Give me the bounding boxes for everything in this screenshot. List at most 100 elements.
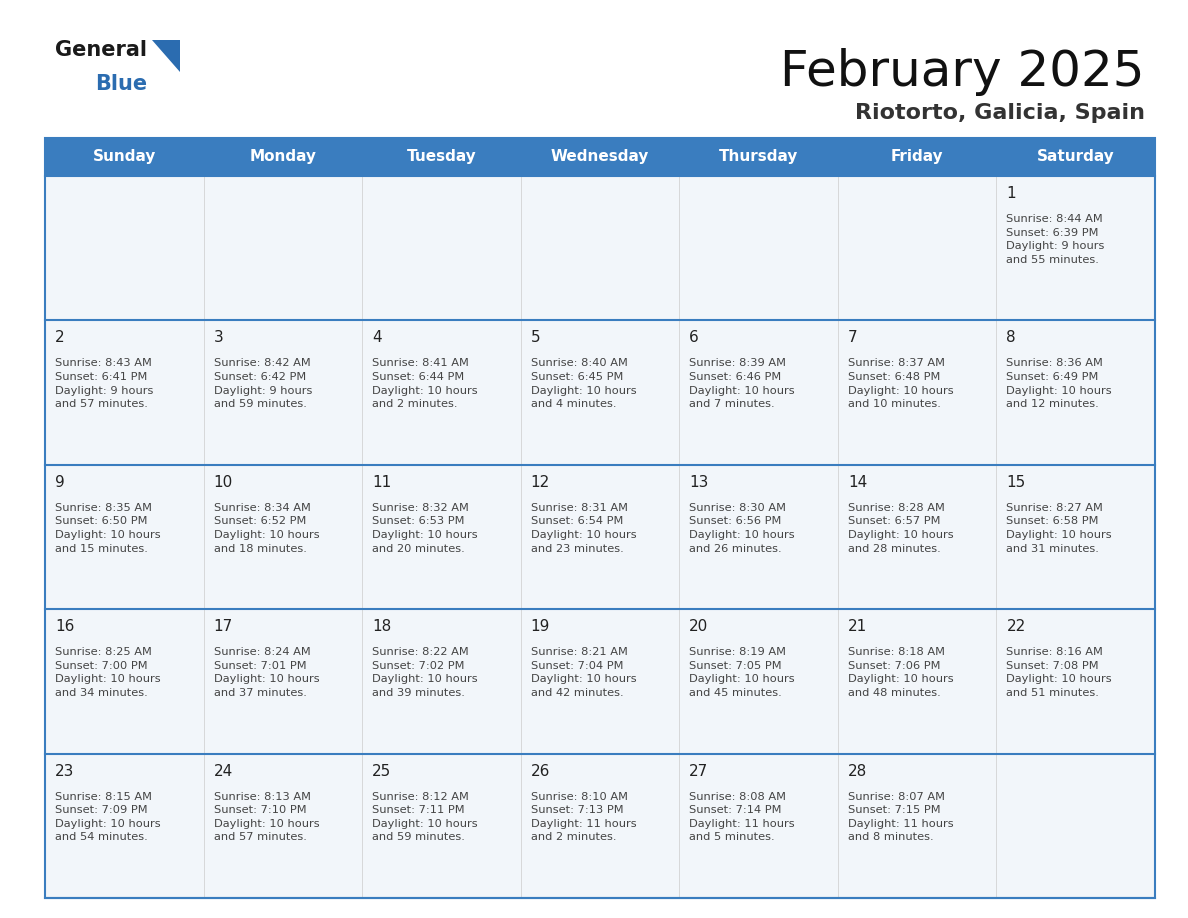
Bar bbox=[520, 465, 680, 610]
Bar bbox=[997, 176, 1155, 320]
Bar bbox=[997, 465, 1155, 610]
Text: Sunrise: 8:42 AM
Sunset: 6:42 PM
Daylight: 9 hours
and 59 minutes.: Sunrise: 8:42 AM Sunset: 6:42 PM Dayligh… bbox=[214, 358, 312, 409]
Bar bbox=[45, 176, 203, 320]
Bar bbox=[520, 320, 680, 465]
Bar bbox=[520, 610, 680, 754]
Bar bbox=[45, 610, 203, 754]
Text: Sunrise: 8:24 AM
Sunset: 7:01 PM
Daylight: 10 hours
and 37 minutes.: Sunrise: 8:24 AM Sunset: 7:01 PM Dayligh… bbox=[214, 647, 320, 698]
Text: Sunrise: 8:35 AM
Sunset: 6:50 PM
Daylight: 10 hours
and 15 minutes.: Sunrise: 8:35 AM Sunset: 6:50 PM Dayligh… bbox=[55, 503, 160, 554]
Text: 8: 8 bbox=[1006, 330, 1016, 345]
Polygon shape bbox=[152, 40, 181, 72]
Bar bbox=[838, 465, 997, 610]
Bar bbox=[520, 176, 680, 320]
Bar bbox=[45, 754, 203, 898]
Text: Sunrise: 8:07 AM
Sunset: 7:15 PM
Daylight: 11 hours
and 8 minutes.: Sunrise: 8:07 AM Sunset: 7:15 PM Dayligh… bbox=[848, 791, 954, 843]
Text: 10: 10 bbox=[214, 475, 233, 490]
Text: 5: 5 bbox=[531, 330, 541, 345]
Text: February 2025: February 2025 bbox=[781, 48, 1145, 96]
Text: Saturday: Saturday bbox=[1037, 150, 1114, 164]
Bar bbox=[838, 610, 997, 754]
Text: Sunrise: 8:41 AM
Sunset: 6:44 PM
Daylight: 10 hours
and 2 minutes.: Sunrise: 8:41 AM Sunset: 6:44 PM Dayligh… bbox=[372, 358, 478, 409]
Text: 21: 21 bbox=[848, 620, 867, 634]
Text: Sunrise: 8:08 AM
Sunset: 7:14 PM
Daylight: 11 hours
and 5 minutes.: Sunrise: 8:08 AM Sunset: 7:14 PM Dayligh… bbox=[689, 791, 795, 843]
Bar bbox=[362, 465, 520, 610]
Text: Thursday: Thursday bbox=[719, 150, 798, 164]
Text: Blue: Blue bbox=[95, 74, 147, 94]
Bar bbox=[838, 754, 997, 898]
Bar bbox=[997, 320, 1155, 465]
Text: 9: 9 bbox=[55, 475, 65, 490]
Text: 22: 22 bbox=[1006, 620, 1025, 634]
Bar bbox=[838, 176, 997, 320]
Bar bbox=[362, 754, 520, 898]
Text: Sunrise: 8:39 AM
Sunset: 6:46 PM
Daylight: 10 hours
and 7 minutes.: Sunrise: 8:39 AM Sunset: 6:46 PM Dayligh… bbox=[689, 358, 795, 409]
Text: Tuesday: Tuesday bbox=[406, 150, 476, 164]
Text: Sunrise: 8:27 AM
Sunset: 6:58 PM
Daylight: 10 hours
and 31 minutes.: Sunrise: 8:27 AM Sunset: 6:58 PM Dayligh… bbox=[1006, 503, 1112, 554]
Text: Sunrise: 8:28 AM
Sunset: 6:57 PM
Daylight: 10 hours
and 28 minutes.: Sunrise: 8:28 AM Sunset: 6:57 PM Dayligh… bbox=[848, 503, 954, 554]
Text: 13: 13 bbox=[689, 475, 709, 490]
Text: 3: 3 bbox=[214, 330, 223, 345]
Text: 12: 12 bbox=[531, 475, 550, 490]
Bar bbox=[362, 320, 520, 465]
Text: 19: 19 bbox=[531, 620, 550, 634]
Text: Sunrise: 8:22 AM
Sunset: 7:02 PM
Daylight: 10 hours
and 39 minutes.: Sunrise: 8:22 AM Sunset: 7:02 PM Dayligh… bbox=[372, 647, 478, 698]
Text: 25: 25 bbox=[372, 764, 391, 778]
Text: Wednesday: Wednesday bbox=[551, 150, 649, 164]
Text: Sunrise: 8:34 AM
Sunset: 6:52 PM
Daylight: 10 hours
and 18 minutes.: Sunrise: 8:34 AM Sunset: 6:52 PM Dayligh… bbox=[214, 503, 320, 554]
Text: Sunrise: 8:13 AM
Sunset: 7:10 PM
Daylight: 10 hours
and 57 minutes.: Sunrise: 8:13 AM Sunset: 7:10 PM Dayligh… bbox=[214, 791, 320, 843]
Text: General: General bbox=[55, 40, 147, 60]
Text: Sunrise: 8:40 AM
Sunset: 6:45 PM
Daylight: 10 hours
and 4 minutes.: Sunrise: 8:40 AM Sunset: 6:45 PM Dayligh… bbox=[531, 358, 637, 409]
Text: 18: 18 bbox=[372, 620, 391, 634]
Bar bbox=[203, 176, 362, 320]
Text: Sunrise: 8:25 AM
Sunset: 7:00 PM
Daylight: 10 hours
and 34 minutes.: Sunrise: 8:25 AM Sunset: 7:00 PM Dayligh… bbox=[55, 647, 160, 698]
Text: Sunrise: 8:18 AM
Sunset: 7:06 PM
Daylight: 10 hours
and 48 minutes.: Sunrise: 8:18 AM Sunset: 7:06 PM Dayligh… bbox=[848, 647, 954, 698]
Text: Sunday: Sunday bbox=[93, 150, 156, 164]
Text: Sunrise: 8:36 AM
Sunset: 6:49 PM
Daylight: 10 hours
and 12 minutes.: Sunrise: 8:36 AM Sunset: 6:49 PM Dayligh… bbox=[1006, 358, 1112, 409]
Text: Riotorto, Galicia, Spain: Riotorto, Galicia, Spain bbox=[855, 103, 1145, 123]
Text: 15: 15 bbox=[1006, 475, 1025, 490]
Text: Sunrise: 8:16 AM
Sunset: 7:08 PM
Daylight: 10 hours
and 51 minutes.: Sunrise: 8:16 AM Sunset: 7:08 PM Dayligh… bbox=[1006, 647, 1112, 698]
Bar bbox=[203, 465, 362, 610]
Bar bbox=[45, 138, 1155, 898]
Bar bbox=[45, 138, 1155, 176]
Bar bbox=[520, 754, 680, 898]
Text: Sunrise: 8:10 AM
Sunset: 7:13 PM
Daylight: 11 hours
and 2 minutes.: Sunrise: 8:10 AM Sunset: 7:13 PM Dayligh… bbox=[531, 791, 637, 843]
Text: 24: 24 bbox=[214, 764, 233, 778]
Text: 7: 7 bbox=[848, 330, 858, 345]
Bar bbox=[997, 754, 1155, 898]
Text: Monday: Monday bbox=[249, 150, 316, 164]
Bar bbox=[45, 465, 203, 610]
Text: Sunrise: 8:44 AM
Sunset: 6:39 PM
Daylight: 9 hours
and 55 minutes.: Sunrise: 8:44 AM Sunset: 6:39 PM Dayligh… bbox=[1006, 214, 1105, 264]
Text: Sunrise: 8:31 AM
Sunset: 6:54 PM
Daylight: 10 hours
and 23 minutes.: Sunrise: 8:31 AM Sunset: 6:54 PM Dayligh… bbox=[531, 503, 637, 554]
Text: Sunrise: 8:21 AM
Sunset: 7:04 PM
Daylight: 10 hours
and 42 minutes.: Sunrise: 8:21 AM Sunset: 7:04 PM Dayligh… bbox=[531, 647, 637, 698]
Text: Sunrise: 8:32 AM
Sunset: 6:53 PM
Daylight: 10 hours
and 20 minutes.: Sunrise: 8:32 AM Sunset: 6:53 PM Dayligh… bbox=[372, 503, 478, 554]
Text: 2: 2 bbox=[55, 330, 64, 345]
Text: 1: 1 bbox=[1006, 186, 1016, 201]
Bar bbox=[362, 176, 520, 320]
Text: Sunrise: 8:43 AM
Sunset: 6:41 PM
Daylight: 9 hours
and 57 minutes.: Sunrise: 8:43 AM Sunset: 6:41 PM Dayligh… bbox=[55, 358, 153, 409]
Text: Friday: Friday bbox=[891, 150, 943, 164]
Bar bbox=[45, 320, 203, 465]
Text: 6: 6 bbox=[689, 330, 699, 345]
Text: 27: 27 bbox=[689, 764, 708, 778]
Text: Sunrise: 8:12 AM
Sunset: 7:11 PM
Daylight: 10 hours
and 59 minutes.: Sunrise: 8:12 AM Sunset: 7:11 PM Dayligh… bbox=[372, 791, 478, 843]
Text: 11: 11 bbox=[372, 475, 391, 490]
Text: 23: 23 bbox=[55, 764, 75, 778]
Bar bbox=[680, 465, 838, 610]
Bar bbox=[680, 320, 838, 465]
Bar bbox=[203, 754, 362, 898]
Text: Sunrise: 8:30 AM
Sunset: 6:56 PM
Daylight: 10 hours
and 26 minutes.: Sunrise: 8:30 AM Sunset: 6:56 PM Dayligh… bbox=[689, 503, 795, 554]
Bar bbox=[680, 610, 838, 754]
Text: Sunrise: 8:19 AM
Sunset: 7:05 PM
Daylight: 10 hours
and 45 minutes.: Sunrise: 8:19 AM Sunset: 7:05 PM Dayligh… bbox=[689, 647, 795, 698]
Text: Sunrise: 8:15 AM
Sunset: 7:09 PM
Daylight: 10 hours
and 54 minutes.: Sunrise: 8:15 AM Sunset: 7:09 PM Dayligh… bbox=[55, 791, 160, 843]
Bar bbox=[838, 320, 997, 465]
Bar bbox=[203, 610, 362, 754]
Text: 17: 17 bbox=[214, 620, 233, 634]
Text: 26: 26 bbox=[531, 764, 550, 778]
Text: 4: 4 bbox=[372, 330, 381, 345]
Text: Sunrise: 8:37 AM
Sunset: 6:48 PM
Daylight: 10 hours
and 10 minutes.: Sunrise: 8:37 AM Sunset: 6:48 PM Dayligh… bbox=[848, 358, 954, 409]
Text: 28: 28 bbox=[848, 764, 867, 778]
Bar bbox=[203, 320, 362, 465]
Bar bbox=[680, 176, 838, 320]
Bar bbox=[997, 610, 1155, 754]
